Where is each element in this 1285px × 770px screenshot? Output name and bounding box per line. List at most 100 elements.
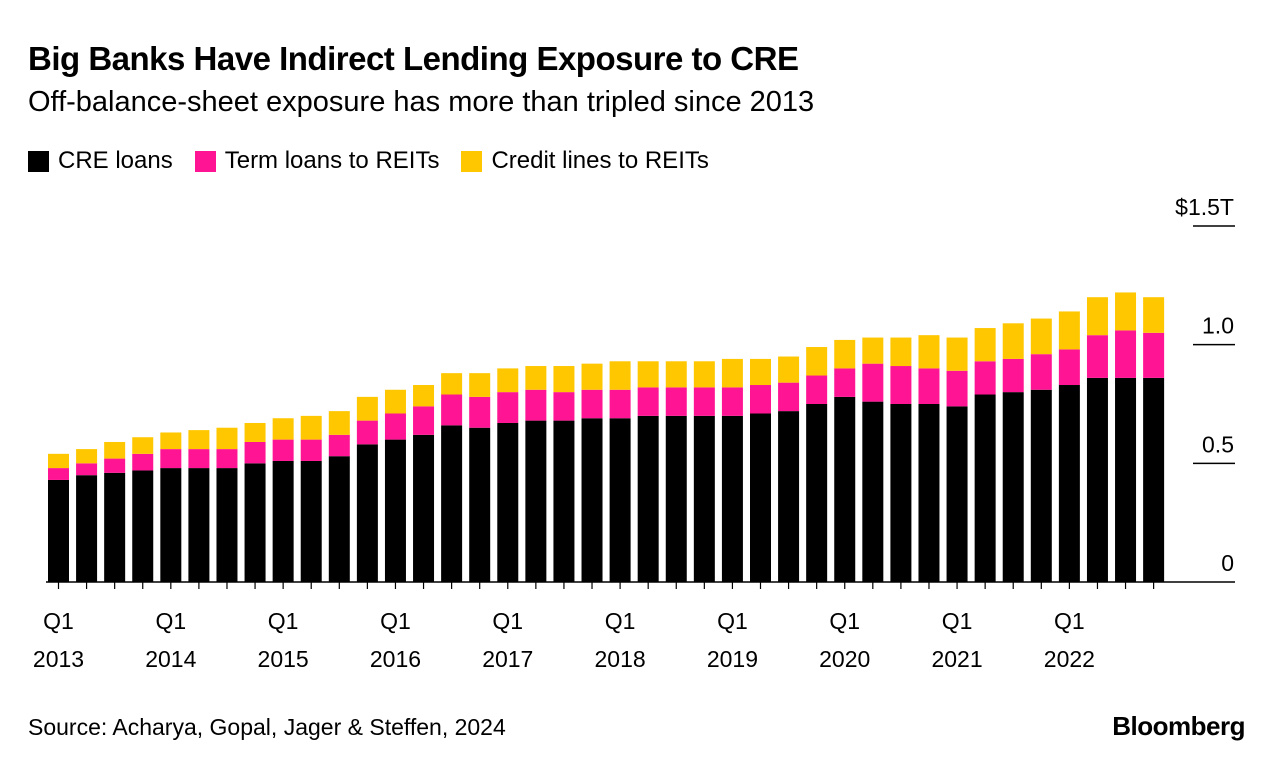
chart-title: Big Banks Have Indirect Lending Exposure…: [28, 40, 799, 77]
bar-term-loans-to-reits: Q4 2016 — Term loans to REITs: 0.13: [469, 396, 491, 428]
x-tick-label-year: 2016: [370, 646, 421, 672]
bar-term-loans-to-reits: Q3 2019 — Term loans to REITs: 0.12: [778, 382, 800, 412]
bar-cre-loans: Q4 2013 — CRE loans: 0.47: [132, 470, 154, 582]
bar-credit-lines-to-reits: Q2 2019 — Credit lines to REITs: 0.11: [750, 358, 771, 386]
bar-term-loans-to-reits: Q2 2019 — Term loans to REITs: 0.12: [750, 385, 771, 414]
bar-cre-loans: Q2 2017 — CRE loans: 0.68: [525, 420, 547, 582]
bar-term-loans-to-reits: Q1 2019 — Term loans to REITs: 0.12: [721, 387, 743, 416]
legend-item-credit-lines: Credit lines to REITs: [461, 147, 709, 175]
bar-cre-loans: Q3 2021 — CRE loans: 0.8: [1002, 392, 1024, 582]
bar-term-loans-to-reits: Q1 2014 — Term loans to REITs: 0.08: [160, 449, 182, 469]
bar-credit-lines-to-reits: Q3 2019 — Credit lines to REITs: 0.11: [778, 356, 800, 383]
bar-cre-loans: Q3 2017 — CRE loans: 0.68: [553, 420, 575, 582]
bar-term-loans-to-reits: Q2 2015 — Term loans to REITs: 0.09: [300, 439, 322, 461]
bar-credit-lines-to-reits: Q4 2015 — Credit lines to REITs: 0.1: [356, 396, 378, 421]
bar-cre-loans: Q1 2017 — CRE loans: 0.67: [497, 422, 519, 582]
bar-cre-loans: Q4 2016 — CRE loans: 0.65: [469, 427, 491, 582]
bar-cre-loans: Q1 2016 — CRE loans: 0.6: [384, 439, 406, 582]
bar-credit-lines-to-reits: Q1 2018 — Credit lines to REITs: 0.12: [609, 361, 631, 390]
bar-cre-loans: Q2 2014 — CRE loans: 0.48: [188, 468, 210, 582]
bar-credit-lines-to-reits: Q3 2013 — Credit lines to REITs: 0.07: [104, 441, 126, 459]
bar-term-loans-to-reits: Q2 2013 — Term loans to REITs: 0.05: [76, 463, 98, 476]
bar-credit-lines-to-reits: Q2 2022 — Credit lines to REITs: 0.16: [1086, 297, 1108, 336]
bar-cre-loans: Q2 2019 — CRE loans: 0.71: [750, 413, 771, 582]
y-tick-label: 0.5: [1202, 431, 1234, 457]
bar-cre-loans: Q1 2013 — CRE loans: 0.43: [48, 479, 69, 582]
bar-credit-lines-to-reits: Q3 2021 — Credit lines to REITs: 0.15: [1002, 323, 1024, 359]
x-tick-label-year: 2017: [482, 646, 533, 672]
legend-label-credit-lines: Credit lines to REITs: [491, 147, 709, 174]
bar-term-loans-to-reits: Q3 2020 — Term loans to REITs: 0.16: [890, 366, 912, 404]
legend-label-term-loans: Term loans to REITs: [224, 147, 440, 174]
y-tick-label: 1.0: [1202, 313, 1234, 339]
x-tick-label-quarter: Q1: [717, 608, 748, 634]
bar-term-loans-to-reits: Q4 2020 — Term loans to REITs: 0.15: [918, 368, 940, 404]
bar-credit-lines-to-reits: Q1 2022 — Credit lines to REITs: 0.16: [1058, 311, 1080, 350]
bar-credit-lines-to-reits: Q4 2013 — Credit lines to REITs: 0.07: [132, 437, 154, 454]
bar-cre-loans: Q2 2020 — CRE loans: 0.76: [862, 401, 884, 582]
bloomberg-logo: Bloomberg: [1112, 711, 1245, 741]
bar-term-loans-to-reits: Q4 2013 — Term loans to REITs: 0.07: [132, 453, 154, 471]
x-tick-label-year: 2014: [145, 646, 196, 672]
bar-cre-loans: Q3 2015 — CRE loans: 0.53: [328, 456, 350, 582]
bar-credit-lines-to-reits: Q2 2018 — Credit lines to REITs: 0.11: [637, 361, 659, 388]
bar-term-loans-to-reits: Q2 2016 — Term loans to REITs: 0.12: [413, 406, 435, 435]
bar-credit-lines-to-reits: Q2 2015 — Credit lines to REITs: 0.1: [300, 415, 322, 440]
bar-cre-loans: Q1 2019 — CRE loans: 0.7: [721, 415, 743, 582]
bar-cre-loans: Q1 2018 — CRE loans: 0.69: [609, 418, 631, 582]
bar-credit-lines-to-reits: Q1 2020 — Credit lines to REITs: 0.12: [834, 339, 856, 369]
bar-cre-loans: Q3 2019 — CRE loans: 0.72: [778, 411, 800, 582]
bar-term-loans-to-reits: Q1 2022 — Term loans to REITs: 0.15: [1058, 349, 1080, 386]
bar-term-loans-to-reits: Q3 2022 — Term loans to REITs: 0.2: [1115, 330, 1137, 378]
bar-cre-loans: Q2 2022 — CRE loans: 0.86: [1086, 377, 1108, 582]
legend: CRE loans Term loans to REITs Credit lin…: [28, 147, 731, 175]
bar-credit-lines-to-reits: Q4 2021 — Credit lines to REITs: 0.15: [1030, 318, 1052, 355]
bar-cre-loans: Q1 2014 — CRE loans: 0.48: [160, 468, 182, 582]
bar-cre-loans: Q4 2019 — CRE loans: 0.75: [806, 404, 828, 582]
legend-item-cre-loans: CRE loans: [28, 147, 173, 175]
bar-credit-lines-to-reits: Q4 2014 — Credit lines to REITs: 0.08: [244, 422, 266, 442]
bar-credit-lines-to-reits: Q3 2017 — Credit lines to REITs: 0.11: [553, 366, 575, 393]
bar-term-loans-to-reits: Q4 2017 — Term loans to REITs: 0.12: [581, 389, 603, 419]
bar-term-loans-to-reits: Q3 2014 — Term loans to REITs: 0.08: [216, 449, 238, 469]
bar-term-loans-to-reits: Q4 2021 — Term loans to REITs: 0.15: [1030, 354, 1052, 390]
bar-cre-loans: Q3 2014 — CRE loans: 0.48: [216, 468, 238, 582]
bar-term-loans-to-reits: Q1 2020 — Term loans to REITs: 0.12: [834, 368, 856, 397]
bar-term-loans-to-reits: Q1 2013 — Term loans to REITs: 0.05: [48, 468, 69, 480]
bar-credit-lines-to-reits: Q4 2017 — Credit lines to REITs: 0.11: [581, 363, 603, 390]
bar-term-loans-to-reits: Q4 2014 — Term loans to REITs: 0.09: [244, 441, 266, 464]
bar-cre-loans: Q4 2018 — CRE loans: 0.7: [693, 415, 715, 582]
bar-term-loans-to-reits: Q3 2013 — Term loans to REITs: 0.06: [104, 458, 126, 473]
bar-cre-loans: Q1 2022 — CRE loans: 0.83: [1058, 385, 1080, 582]
x-tick-label-quarter: Q1: [605, 608, 636, 634]
bar-term-loans-to-reits: Q1 2021 — Term loans to REITs: 0.15: [946, 370, 968, 407]
x-tick-label-year: 2018: [595, 646, 646, 672]
bar-credit-lines-to-reits: Q4 2019 — Credit lines to REITs: 0.12: [806, 347, 828, 376]
bar-credit-lines-to-reits: Q3 2014 — Credit lines to REITs: 0.09: [216, 427, 238, 450]
bar-term-loans-to-reits: Q2 2021 — Term loans to REITs: 0.14: [974, 361, 996, 395]
bar-term-loans-to-reits: Q2 2020 — Term loans to REITs: 0.16: [862, 363, 884, 402]
bar-term-loans-to-reits: Q3 2018 — Term loans to REITs: 0.12: [665, 387, 687, 416]
bar-cre-loans: Q2 2013 — CRE loans: 0.45: [76, 475, 98, 582]
bar-cre-loans: Q1 2020 — CRE loans: 0.78: [834, 396, 856, 582]
bar-term-loans-to-reits: Q1 2018 — Term loans to REITs: 0.12: [609, 389, 631, 419]
bar-cre-loans: Q3 2018 — CRE loans: 0.7: [665, 415, 687, 582]
bar-credit-lines-to-reits: Q3 2020 — Credit lines to REITs: 0.12: [890, 337, 912, 367]
bar-credit-lines-to-reits: Q1 2015 — Credit lines to REITs: 0.09: [272, 418, 294, 440]
x-tick-label-quarter: Q1: [380, 608, 411, 634]
bar-credit-lines-to-reits: Q3 2018 — Credit lines to REITs: 0.11: [665, 361, 687, 388]
bar-cre-loans: Q2 2016 — CRE loans: 0.62: [413, 434, 435, 582]
x-tick-label-quarter: Q1: [1054, 608, 1085, 634]
bar-term-loans-to-reits: Q4 2018 — Term loans to REITs: 0.12: [693, 387, 715, 416]
legend-swatch-cre-loans: [28, 150, 49, 172]
bar-term-loans-to-reits: Q2 2017 — Term loans to REITs: 0.13: [525, 389, 547, 421]
x-tick-label-year: 2019: [707, 646, 758, 672]
bar-cre-loans: Q4 2022 — CRE loans: 0.86: [1143, 377, 1165, 582]
x-tick-label-year: 2022: [1044, 646, 1095, 672]
bar-cre-loans: Q4 2015 — CRE loans: 0.58: [356, 444, 378, 582]
bar-cre-loans: Q1 2015 — CRE loans: 0.51: [272, 460, 294, 582]
y-tick-label: $1.5T: [1175, 194, 1234, 220]
x-tick-label-quarter: Q1: [268, 608, 299, 634]
bar-credit-lines-to-reits: Q2 2013 — Credit lines to REITs: 0.06: [76, 449, 98, 464]
x-tick-label-quarter: Q1: [829, 608, 860, 634]
